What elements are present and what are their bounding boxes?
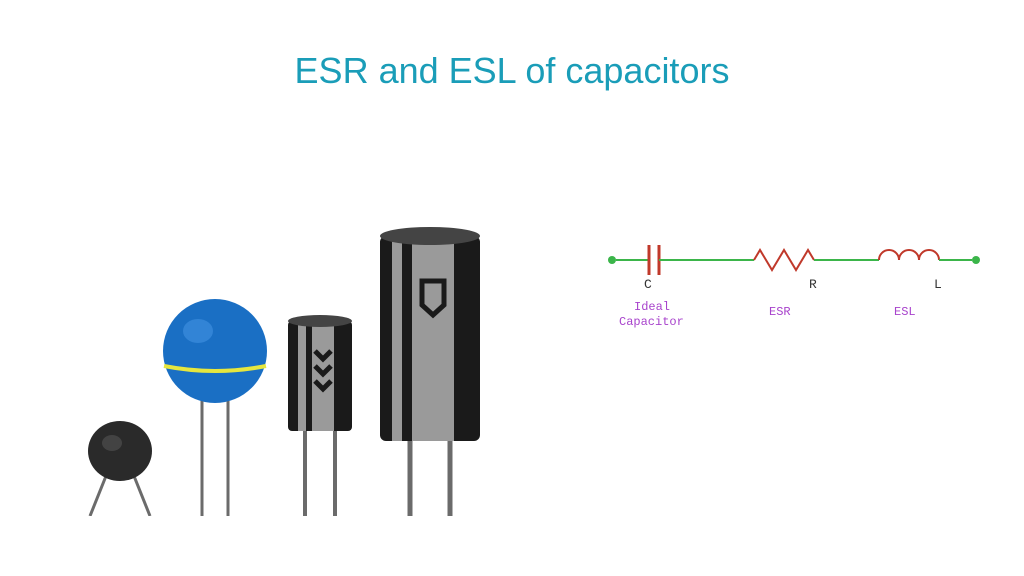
resistor-symbol-label: R [809, 277, 817, 292]
blue-disc-capacitor [163, 299, 267, 516]
circuit-node-left [608, 256, 616, 264]
resistor-desc: ESR [769, 305, 791, 319]
small-electrolytic-capacitor [288, 315, 352, 516]
page-title: ESR and ESL of capacitors [0, 50, 1024, 92]
ceramic-disc-capacitor [88, 421, 152, 516]
equivalent-circuit-diagram: C R L Ideal Capacitor ESR ESL [604, 230, 984, 350]
large-electrolytic-capacitor [380, 227, 480, 516]
capacitor-illustrations [80, 166, 500, 516]
capacitor-symbol-label: C [644, 277, 652, 292]
inductor-desc: ESL [894, 305, 916, 319]
circuit-node-right [972, 256, 980, 264]
capacitor-desc-line1: Ideal [634, 300, 670, 314]
inductor-symbol-label: L [934, 277, 942, 292]
capacitor-desc-line2: Capacitor [619, 315, 684, 329]
